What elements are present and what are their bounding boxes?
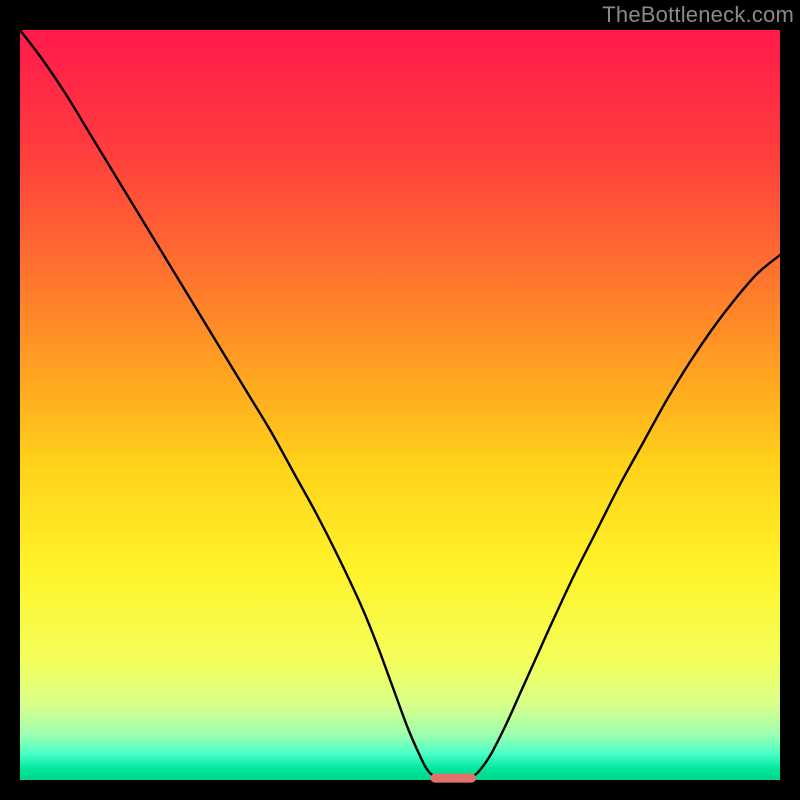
- chart-frame: TheBottleneck.com: [0, 0, 800, 800]
- plot-background: [20, 30, 780, 780]
- bottleneck-plot: [0, 0, 800, 800]
- optimal-range-marker: [430, 774, 476, 783]
